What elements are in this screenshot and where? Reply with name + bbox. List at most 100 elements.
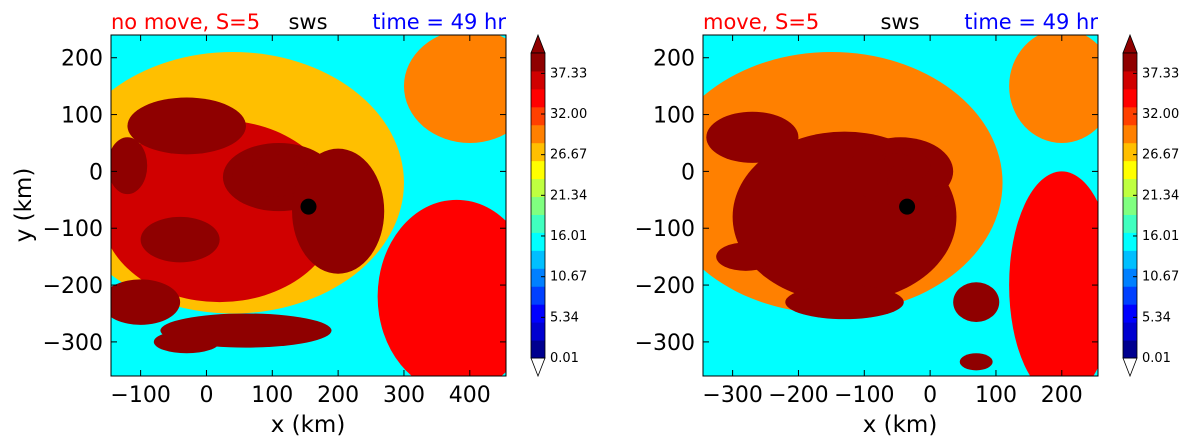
y-tick-label: −200 — [635, 274, 695, 299]
title-left: move, S=5 — [703, 10, 819, 34]
colorbar-segment — [1123, 250, 1137, 269]
y-tick-label: −100 — [43, 217, 103, 242]
y-tick-label: −100 — [635, 217, 695, 242]
x-tick-label: −300 — [702, 383, 762, 408]
y-tick-label: −300 — [43, 331, 103, 356]
title-center: sws — [288, 10, 327, 34]
y-tick-label: −300 — [635, 331, 695, 356]
y-tick-label: 0 — [681, 160, 695, 185]
x-tick-label: 0 — [199, 383, 213, 408]
y-tick-label: 0 — [89, 160, 103, 185]
colorbar-tick-label: 16.01 — [550, 229, 587, 244]
contour-region — [1009, 35, 1098, 143]
colorbar-segment — [531, 88, 545, 108]
colorbar-segment — [531, 196, 545, 215]
colorbar-segment — [531, 304, 545, 323]
x-tick-label: 200 — [317, 383, 359, 408]
colorbar-tick-label: 0.01 — [1142, 351, 1171, 366]
contour-region — [884, 153, 911, 167]
x-tick-label: 300 — [383, 383, 425, 408]
colorbar-segment — [1123, 268, 1137, 287]
colorbar-tick-label: 32.00 — [1142, 107, 1179, 122]
contour-region — [127, 97, 246, 155]
contour-field — [703, 35, 1098, 376]
colorbar-segment — [531, 124, 545, 144]
y-tick-label: 100 — [653, 104, 695, 129]
contour-region — [252, 154, 306, 178]
contour-region — [111, 279, 181, 325]
contour-region — [229, 179, 263, 197]
colorbar-tick-label: 10.67 — [550, 270, 587, 285]
colorbar-tick-label: 21.34 — [550, 188, 587, 203]
x-axis-label: x (km) — [271, 412, 346, 438]
colorbar-tick-label: 16.01 — [1142, 229, 1179, 244]
contour-region — [403, 35, 506, 143]
colorbar-segment — [531, 214, 545, 233]
y-tick-label: −200 — [43, 274, 103, 299]
colorbar-segment — [1123, 53, 1137, 72]
colorbar-segment — [531, 53, 545, 72]
colorbar-segment — [1123, 286, 1137, 305]
colorbar-tick-label: 21.34 — [1142, 188, 1179, 203]
colorbar-frame — [1122, 52, 1138, 359]
colorbar: 0.01 5.34 10.67 16.01 21.34 26.67 32.00 37.33 — [530, 33, 587, 378]
colorbar-segment — [1123, 160, 1137, 180]
colorbar-tick-label: 5.34 — [550, 310, 579, 325]
colorbar-tick-label: 26.67 — [550, 148, 587, 163]
colorbar-segment — [1123, 178, 1137, 198]
colorbar: 0.01 5.34 10.67 16.01 21.34 26.67 32.00 37.33 — [1122, 33, 1179, 378]
y-axis-label: y (km) — [11, 168, 37, 243]
contour-region — [111, 137, 148, 195]
contour-region — [887, 165, 908, 195]
colorbar-segment — [531, 160, 545, 180]
plot-frame — [702, 34, 1099, 377]
colorbar-tick-label: 0.01 — [550, 351, 579, 366]
colorbar-segment — [531, 70, 545, 90]
colorbar-segment — [1123, 232, 1137, 251]
colorbar-tick-label: 32.00 — [550, 107, 587, 122]
y-tick-label: 200 — [61, 47, 103, 72]
contour-region — [1009, 171, 1098, 376]
x-ticks: −100 0 100 200 300 400 — [110, 35, 491, 408]
title-right: time = 49 hr — [372, 10, 506, 34]
colorbar-tick-label: 37.33 — [1142, 66, 1179, 81]
panel-no-move: −100 0 100 200 300 400 200 100 0 −100 −200 −300 no… — [11, 10, 507, 438]
storm-center-marker — [899, 198, 916, 215]
colorbar-segment — [1123, 106, 1137, 126]
contour-region — [716, 242, 776, 271]
contour-region — [913, 222, 940, 240]
colorbar-segment — [531, 268, 545, 287]
colorbar-segment — [531, 250, 545, 269]
colorbar-segment — [531, 106, 545, 126]
x-tick-label: 100 — [251, 383, 293, 408]
colorbar-tick-label: 10.67 — [1142, 270, 1179, 285]
x-tick-label: 100 — [975, 383, 1017, 408]
x-ticks: −300 −200 −100 0 100 200 — [702, 35, 1083, 408]
contour-region — [292, 148, 385, 274]
colorbar-extend-min — [530, 357, 546, 378]
x-axis-label: x (km) — [863, 412, 938, 438]
y-ticks: 200 100 0 −100 −200 −300 — [43, 47, 506, 356]
contour-field — [111, 35, 506, 376]
contour-region — [153, 330, 220, 354]
contour-region — [706, 111, 799, 163]
colorbar-tick-label: 26.67 — [1142, 148, 1179, 163]
x-tick-label: −100 — [110, 383, 170, 408]
x-tick-label: −100 — [834, 383, 894, 408]
colorbar-segment — [1123, 322, 1137, 341]
colorbar-extend-min — [1122, 357, 1138, 378]
x-tick-label: 400 — [449, 383, 491, 408]
contour-region — [377, 199, 506, 376]
title-left: no move, S=5 — [111, 10, 260, 34]
colorbar-segment — [1123, 142, 1137, 162]
storm-center-marker — [300, 198, 317, 215]
y-tick-label: 200 — [653, 47, 695, 72]
x-tick-label: −200 — [768, 383, 828, 408]
colorbar-segment — [1123, 124, 1137, 144]
colorbar-segment — [1123, 196, 1137, 215]
colorbar-segment — [1123, 70, 1137, 90]
colorbar-segment — [531, 178, 545, 198]
colorbar-segment — [531, 142, 545, 162]
colorbar-tick-label: 37.33 — [550, 66, 587, 81]
